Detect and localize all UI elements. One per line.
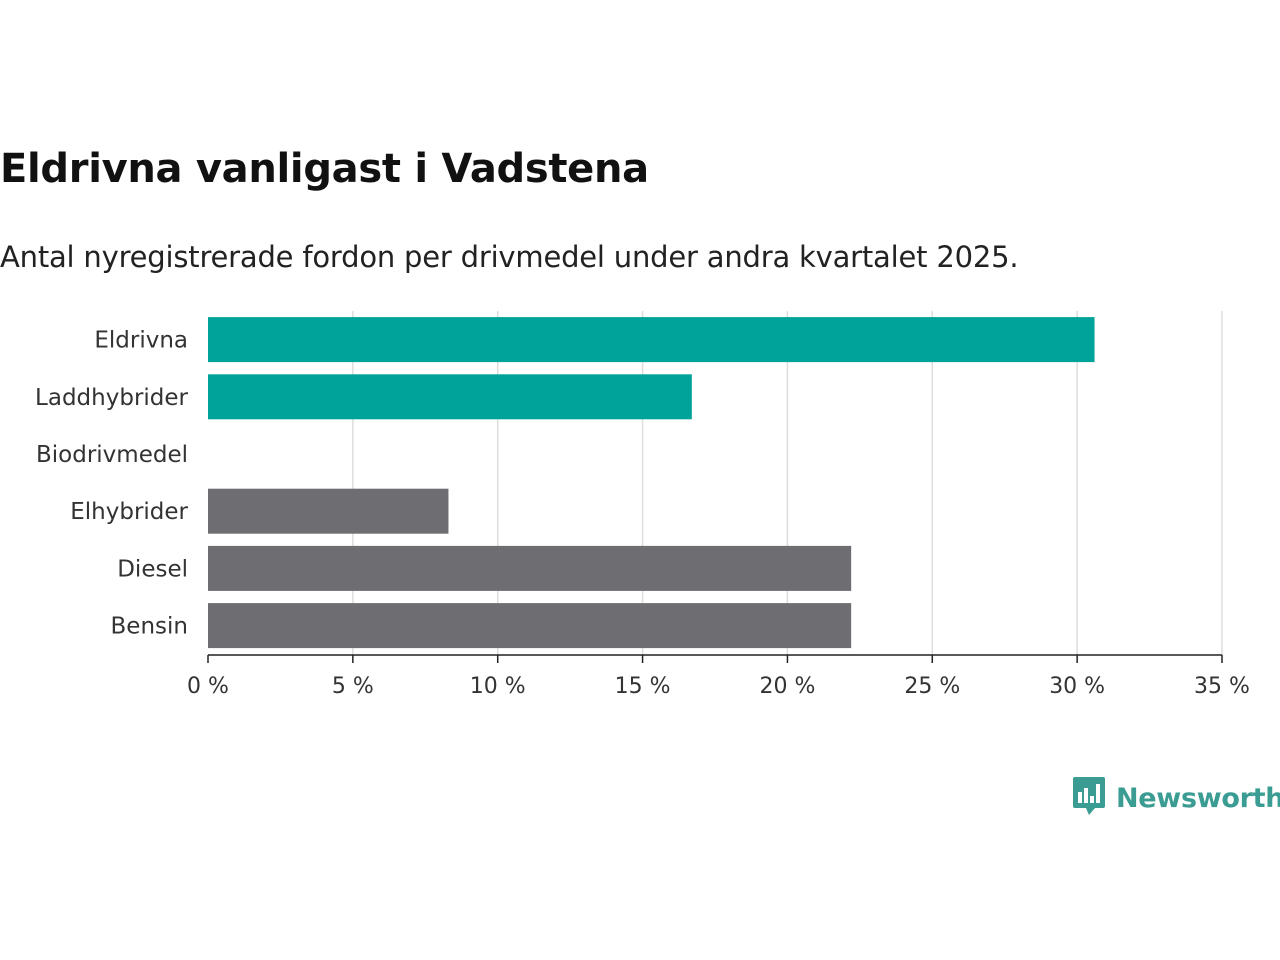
category-label: Elhybrider: [70, 499, 188, 525]
bar-diesel: [208, 545, 852, 591]
bar-elhybrider: [208, 488, 449, 534]
x-tick-label: 0 %: [187, 674, 229, 699]
category-label: Diesel: [117, 556, 188, 582]
x-tick-label: 35 %: [1194, 674, 1250, 699]
x-tick-label: 20 %: [759, 674, 815, 699]
chart-title: Eldrivna vanligast i Vadstena: [0, 146, 649, 192]
bar-laddhybrider: [208, 374, 692, 420]
category-label: Eldrivna: [94, 328, 188, 354]
x-axis: 0 % 5 % 10 % 15 % 20 % 25 % 30 % 35 %: [187, 654, 1250, 699]
x-tick-label: 25 %: [904, 674, 960, 699]
x-tick-label: 15 %: [615, 674, 671, 699]
category-label: Bensin: [111, 614, 188, 640]
bar-bensin: [208, 603, 852, 649]
category-labels: Eldrivna Laddhybrider Biodrivmedel Elhybrid…: [35, 328, 188, 640]
newsworthy-chart-bubble-icon: [1072, 776, 1106, 820]
newsworthy-logo: Newsworthy: [1072, 776, 1280, 820]
category-label: Laddhybrider: [35, 385, 188, 411]
brand-name: Newsworthy: [1116, 782, 1280, 814]
x-tick-label: 5 %: [332, 674, 374, 699]
x-tick-label: 30 %: [1049, 674, 1105, 699]
category-label: Biodrivmedel: [36, 442, 188, 468]
bar-chart: Eldrivna Laddhybrider Biodrivmedel Elhybrid…: [35, 311, 1250, 699]
bars: [208, 317, 1095, 649]
chart-subtitle: Antal nyregistrerade fordon per drivmede…: [0, 240, 1019, 274]
x-tick-label: 10 %: [470, 674, 526, 699]
grid-lines: [352, 311, 1223, 655]
bar-eldrivna: [208, 317, 1095, 363]
